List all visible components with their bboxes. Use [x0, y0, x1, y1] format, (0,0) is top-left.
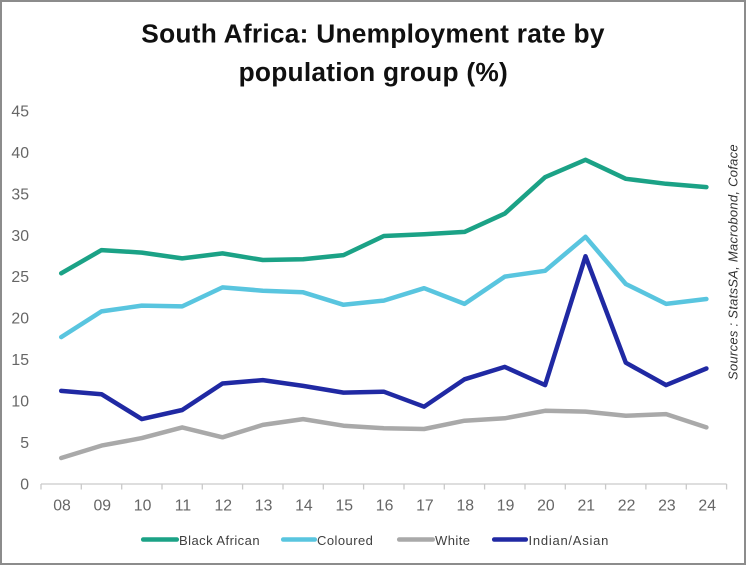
svg-text:14: 14: [295, 498, 313, 515]
svg-text:16: 16: [376, 498, 394, 515]
svg-text:11: 11: [175, 498, 192, 515]
svg-text:08: 08: [53, 498, 71, 515]
svg-text:0: 0: [20, 476, 29, 493]
svg-text:15: 15: [336, 498, 354, 515]
svg-text:Indian/Asian: Indian/Asian: [529, 533, 610, 548]
svg-text:10: 10: [11, 394, 29, 411]
svg-text:Black African: Black African: [179, 533, 260, 548]
svg-text:30: 30: [11, 228, 29, 245]
svg-text:35: 35: [11, 186, 29, 203]
svg-text:Sources : StatsSA, Macrobond,: Sources : StatsSA, Macrobond, Coface: [726, 144, 741, 380]
svg-text:22: 22: [618, 498, 636, 515]
svg-text:20: 20: [11, 311, 29, 328]
svg-text:19: 19: [497, 498, 515, 515]
svg-text:population group (%): population group (%): [239, 57, 508, 87]
svg-text:White: White: [435, 533, 470, 548]
svg-text:09: 09: [94, 498, 112, 515]
svg-text:23: 23: [658, 498, 676, 515]
svg-text:12: 12: [215, 498, 233, 515]
svg-text:40: 40: [11, 145, 29, 162]
svg-text:Coloured: Coloured: [317, 533, 373, 548]
svg-text:15: 15: [11, 352, 29, 369]
svg-text:10: 10: [134, 498, 152, 515]
svg-text:18: 18: [457, 498, 475, 515]
svg-text:20: 20: [537, 498, 555, 515]
svg-text:45: 45: [11, 104, 29, 121]
svg-text:5: 5: [20, 435, 29, 452]
svg-text:25: 25: [11, 269, 29, 286]
svg-text:17: 17: [416, 498, 434, 515]
svg-text:24: 24: [698, 498, 716, 515]
svg-text:13: 13: [255, 498, 273, 515]
svg-text:South Africa: Unemployment rat: South Africa: Unemployment rate by: [141, 18, 605, 48]
svg-text:21: 21: [578, 498, 596, 515]
